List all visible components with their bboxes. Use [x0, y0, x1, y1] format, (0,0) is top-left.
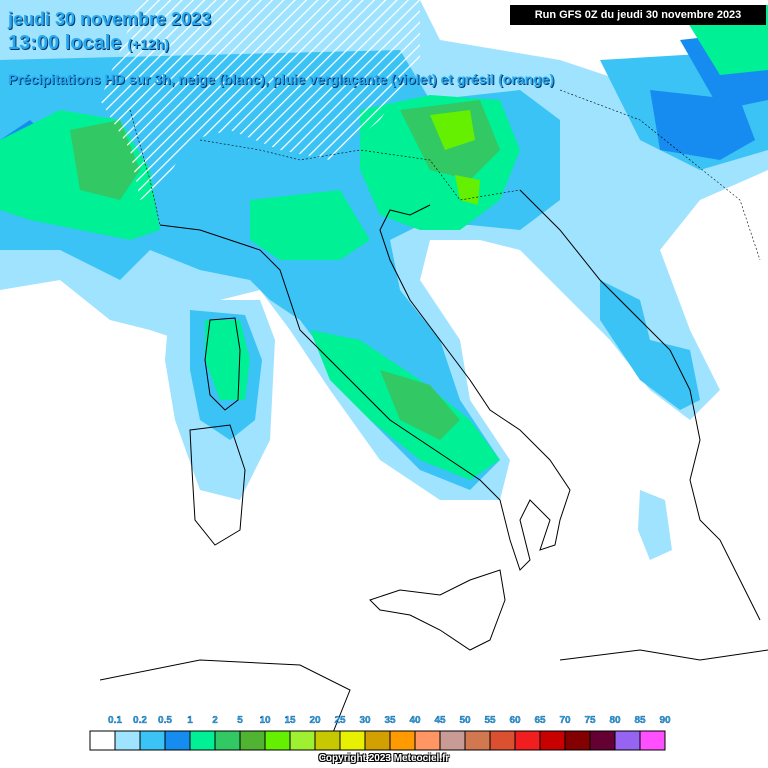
legend-label: 70 — [559, 715, 571, 726]
legend-label: 0.1 — [108, 715, 122, 726]
legend-label: 30 — [359, 715, 371, 726]
legend-swatch — [164, 730, 191, 751]
offset: (+12h) — [127, 36, 170, 52]
legend-swatch — [139, 730, 166, 751]
legend-label: 5 — [237, 715, 243, 726]
snow-area — [100, 0, 420, 200]
legend-swatch — [414, 730, 441, 751]
borders — [129, 89, 761, 261]
legend-label: 35 — [384, 715, 396, 726]
date: jeudi 30 novembre 2023 — [8, 9, 212, 29]
legend-swatch — [589, 730, 616, 751]
legend-label: 55 — [484, 715, 496, 726]
legend-swatch — [639, 730, 666, 751]
coastlines — [99, 189, 768, 741]
legend-swatch — [389, 730, 416, 751]
legend-label: 85 — [634, 715, 646, 726]
legend-label: 45 — [434, 715, 446, 726]
legend-swatch — [264, 730, 291, 751]
legend-label: 10 — [259, 715, 271, 726]
legend-swatch — [439, 730, 466, 751]
legend-label: 25 — [334, 715, 346, 726]
legend-swatch — [489, 730, 516, 751]
legend-swatch — [289, 730, 316, 751]
legend-label: 50 — [459, 715, 471, 726]
legend-label: 15 — [284, 715, 296, 726]
legend-labels: 0.1 0.2 0.5 1 2 5 10 15 20 25 30 35 40 45 50 55 60 65 70 75… — [108, 715, 671, 726]
legend — [89, 730, 666, 751]
legend-swatch — [339, 730, 366, 751]
legend-swatch — [539, 730, 566, 751]
run-label: Run GFS 0Z du jeudi 30 novembre 2023 — [510, 5, 766, 25]
legend-label: 80 — [609, 715, 621, 726]
legend-swatch — [214, 730, 241, 751]
legend-label: 90 — [659, 715, 671, 726]
legend-label: 20 — [309, 715, 321, 726]
legend-label: 60 — [509, 715, 521, 726]
legend-swatch — [189, 730, 216, 751]
legend-label: 0.2 — [133, 715, 147, 726]
time-line: 13:00 locale (+12h) — [8, 32, 169, 55]
legend-swatch — [89, 730, 116, 751]
legend-label: 1 — [187, 715, 193, 726]
legend-swatch — [314, 730, 341, 751]
legend-label: 0.5 — [158, 715, 172, 726]
legend-swatch — [514, 730, 541, 751]
legend-label: 75 — [584, 715, 596, 726]
legend-swatch — [564, 730, 591, 751]
legend-swatch — [114, 730, 141, 751]
time: 13:00 locale — [8, 32, 122, 54]
legend-label: 2 — [212, 715, 218, 726]
legend-swatch — [464, 730, 491, 751]
copyright: Copyright 2023 Meteociel.fr — [318, 753, 450, 764]
subtitle: Précipitations HD sur 3h, neige (blanc),… — [8, 71, 555, 87]
legend-swatch — [614, 730, 641, 751]
legend-label: 65 — [534, 715, 546, 726]
legend-label: 40 — [409, 715, 421, 726]
legend-swatch — [364, 730, 391, 751]
legend-swatch — [239, 730, 266, 751]
